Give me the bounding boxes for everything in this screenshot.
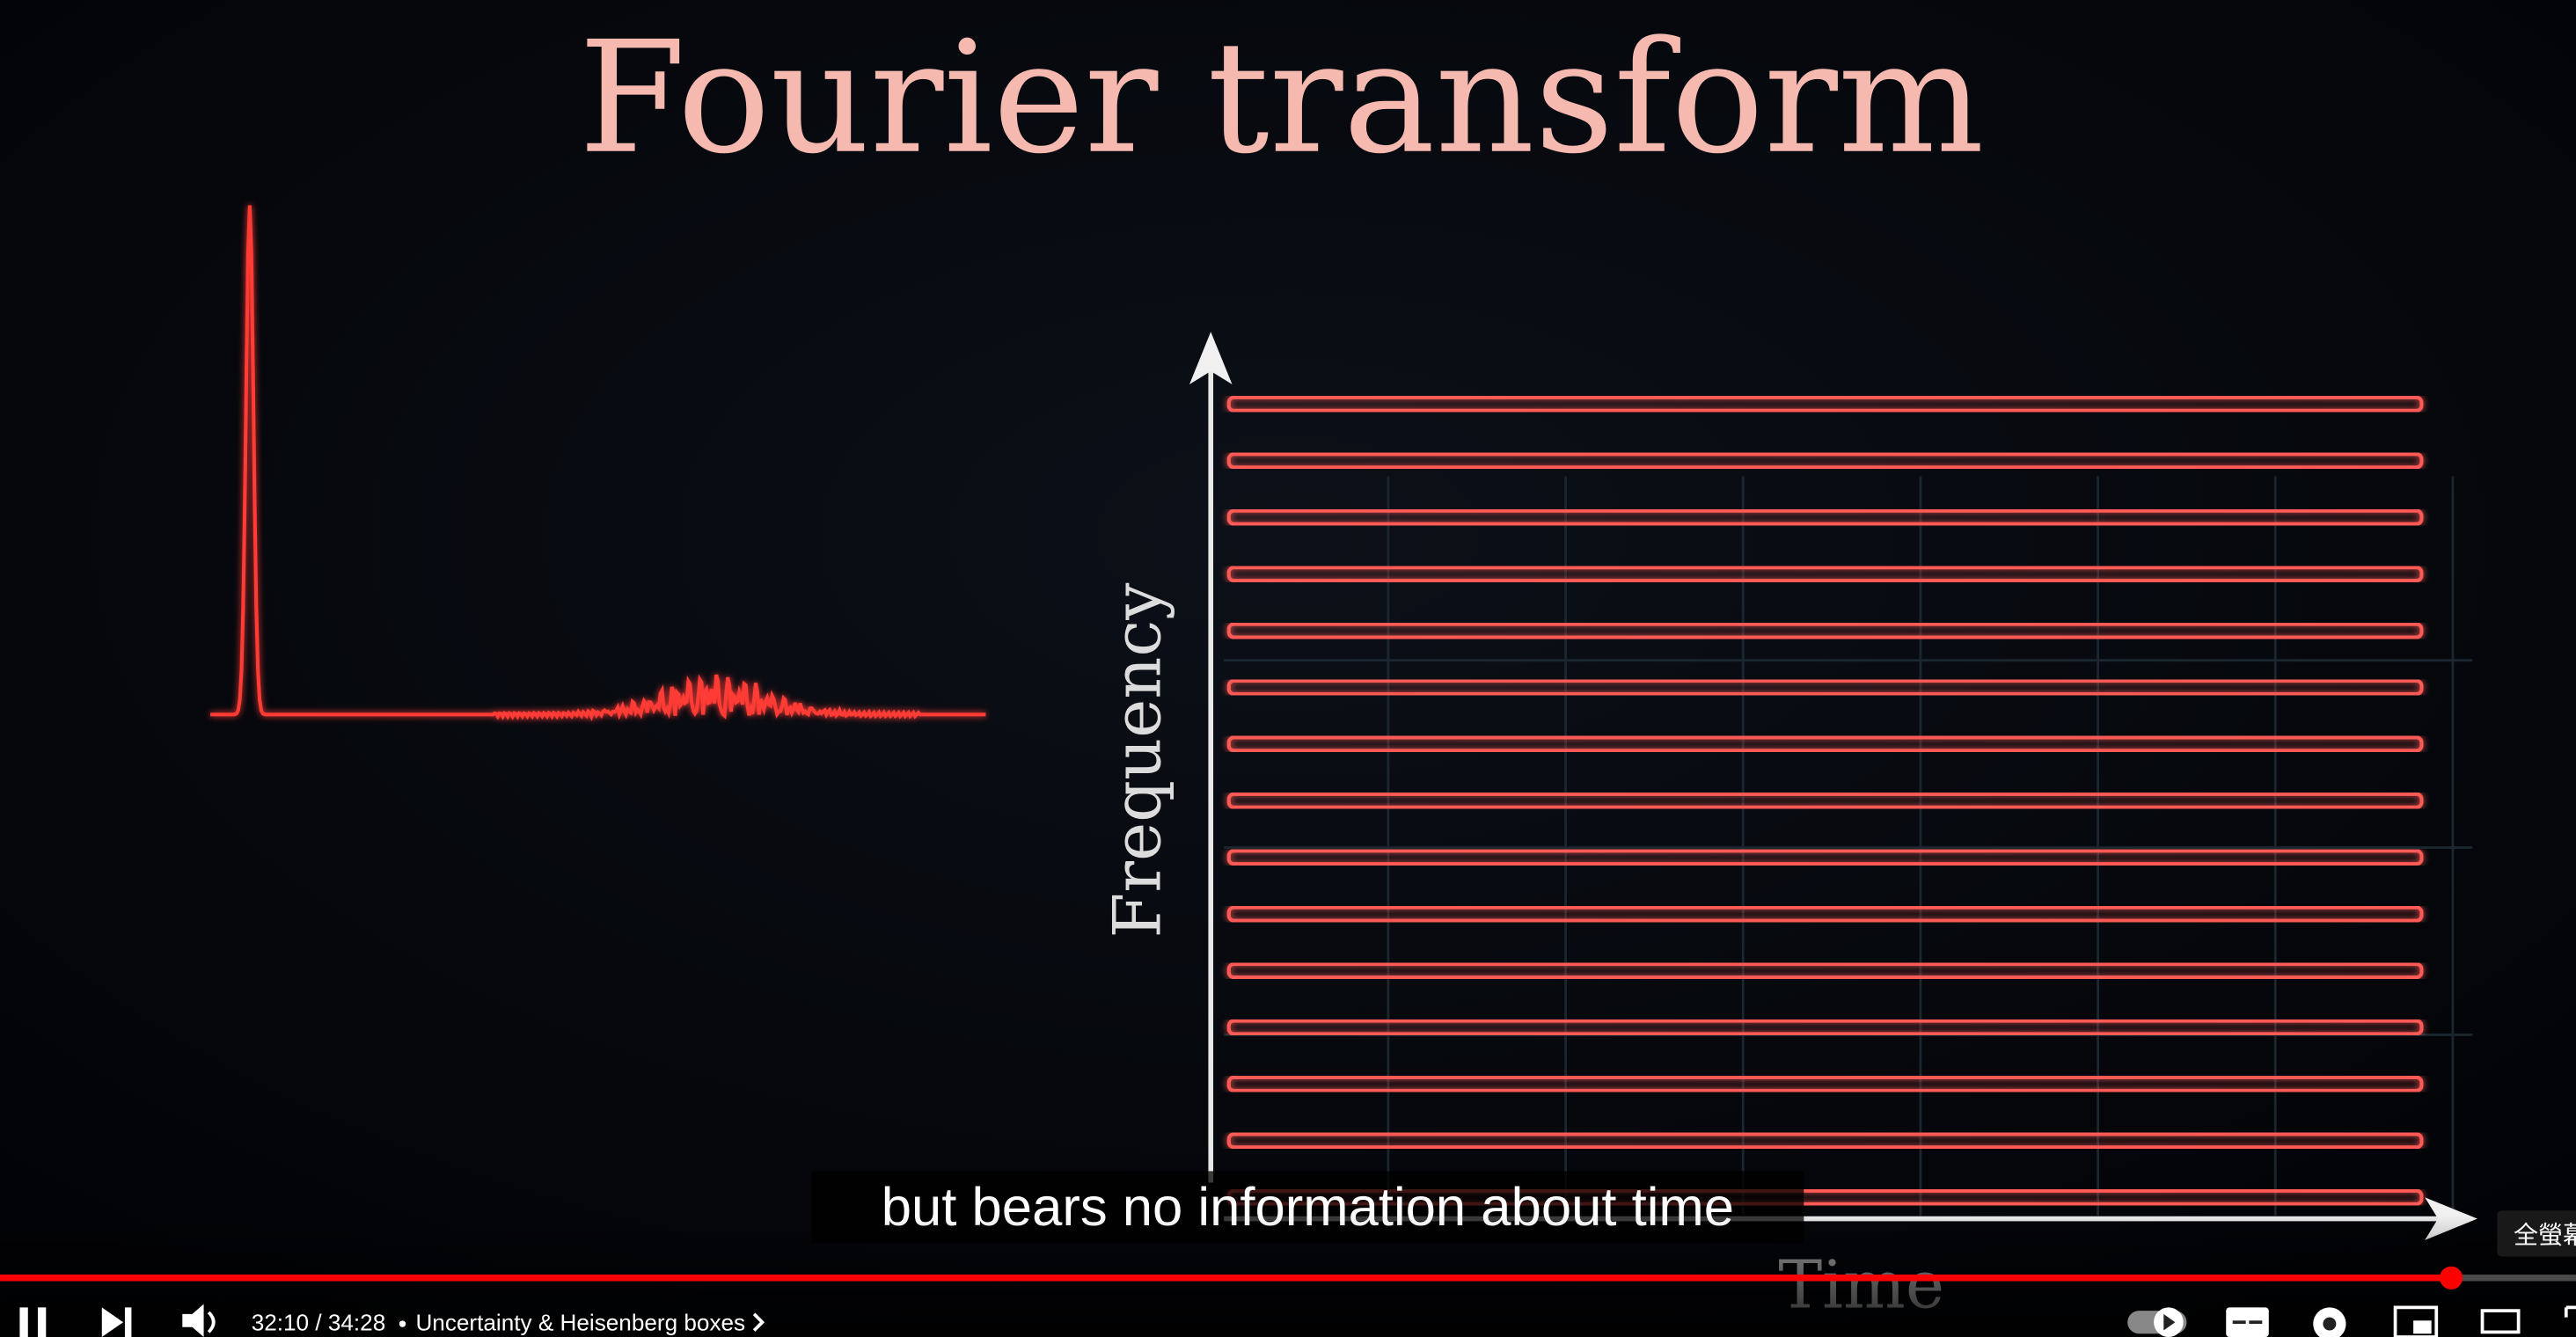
progress-scrubber[interactable] [2439, 1266, 2463, 1290]
chapter-chevron [752, 1312, 765, 1332]
fullscreen-button[interactable] [2564, 1305, 2576, 1318]
frequency-bar [1226, 508, 2424, 526]
chapter-title[interactable]: Uncertainty & Heisenberg boxes [415, 1310, 745, 1336]
progress-played [0, 1275, 2452, 1282]
time-display: 32:10 / 34:28 [252, 1310, 386, 1336]
y-axis-arrow [1189, 332, 1233, 384]
controls: 32:10 / 34:28 Uncertainty & Heisenberg b… [19, 1304, 2576, 1337]
frequency-bar [1226, 1075, 2424, 1092]
pause-button[interactable] [19, 1307, 47, 1337]
y-axis-label: Frequency [1099, 583, 1175, 939]
frequency-bars [1226, 395, 2424, 1206]
frequency-bar [1226, 905, 2424, 923]
video-title: Fourier transform [579, 9, 1985, 188]
frequency-bar [1226, 1132, 2424, 1150]
miniplayer-button[interactable] [2393, 1305, 2439, 1337]
separator-dot [399, 1320, 406, 1327]
frequency-bar [1226, 452, 2424, 470]
frequency-bar [1226, 622, 2424, 639]
subtitles-button[interactable] [2226, 1307, 2269, 1337]
frequency-bar [1226, 566, 2424, 583]
frequency-bar [1226, 735, 2424, 753]
frequency-bar [1226, 1019, 2424, 1036]
frequency-bar [1226, 792, 2424, 809]
tooltip: 全螢幕 [2514, 1222, 2576, 1249]
tooltip-background [2497, 1210, 2576, 1257]
waveform [210, 205, 986, 722]
next-button[interactable] [101, 1307, 132, 1337]
settings-button[interactable] [2313, 1307, 2346, 1337]
volume-button[interactable] [182, 1304, 216, 1337]
frequency-bar [1226, 962, 2424, 980]
frequency-bar [1226, 849, 2424, 866]
frequency-bar [1226, 678, 2424, 696]
frequency-bar [1226, 395, 2424, 413]
autoplay-toggle[interactable] [2127, 1307, 2187, 1337]
theater-button[interactable] [2480, 1309, 2521, 1334]
